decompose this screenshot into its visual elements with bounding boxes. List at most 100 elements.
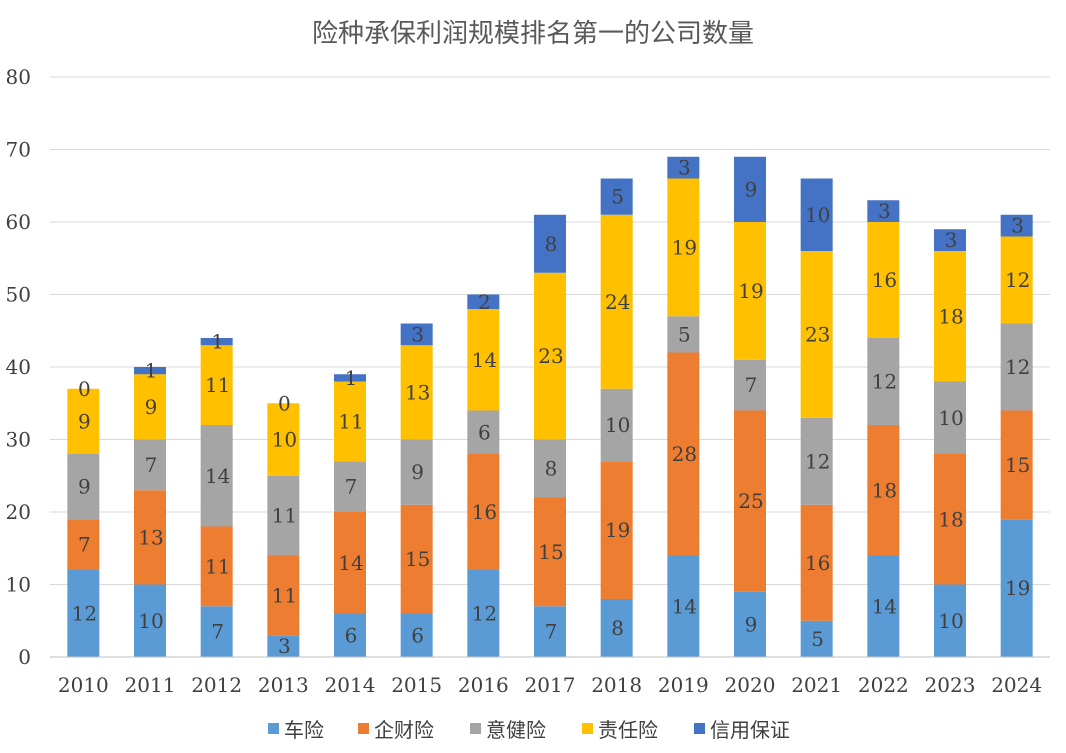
data-label: 12 [472, 602, 497, 626]
bar-segment [134, 490, 166, 585]
legend-swatch [268, 723, 279, 734]
bar-segment [467, 570, 500, 657]
bar-segment [334, 374, 366, 382]
data-label: 10 [138, 609, 163, 633]
data-label: 19 [738, 279, 763, 303]
bar-segment [467, 410, 500, 454]
bar-segment [667, 352, 700, 556]
y-tick-label: 80 [6, 65, 31, 89]
data-label: 5 [678, 322, 691, 346]
bar-segment [134, 367, 166, 375]
data-label: 8 [611, 616, 624, 640]
data-label: 18 [872, 478, 897, 502]
bar-segment [667, 178, 700, 317]
data-label: 5 [811, 627, 824, 651]
data-label: 10 [938, 406, 963, 430]
data-label: 14 [672, 594, 697, 618]
bar-segment [267, 635, 300, 657]
data-label: 2 [478, 290, 491, 314]
bar-segment [934, 584, 966, 657]
legend-swatch [582, 723, 593, 734]
data-label: 10 [805, 203, 830, 227]
legend-label: 车险 [284, 718, 324, 742]
data-label: 5 [611, 185, 624, 209]
data-label: 8 [545, 457, 558, 481]
data-label: 11 [272, 504, 297, 528]
x-tick-label: 2020 [725, 673, 776, 697]
bar-segment [734, 410, 766, 592]
data-label: 3 [678, 156, 691, 180]
bar-segment [334, 613, 366, 657]
data-label: 14 [472, 348, 497, 372]
bar-segment [400, 439, 433, 505]
bar-segment [400, 504, 433, 614]
bar-segment [67, 519, 100, 570]
data-label: 16 [805, 551, 830, 575]
bar-segment [400, 613, 433, 657]
data-label: 9 [78, 409, 91, 433]
legend-label: 责任险 [598, 718, 658, 742]
data-label: 16 [472, 500, 497, 524]
bar-segment [800, 251, 833, 418]
bar-segment [467, 294, 500, 309]
data-label: 10 [272, 428, 297, 452]
bar-segment [934, 229, 966, 251]
x-tick-label: 2024 [991, 673, 1042, 697]
data-label: 14 [338, 551, 363, 575]
legend-label: 意健险 [486, 718, 546, 742]
bar-segment [200, 526, 233, 607]
data-label: 1 [345, 366, 358, 390]
data-label: 15 [405, 547, 430, 571]
bar-segment [334, 461, 366, 512]
legend: 车险 企财险 意健险 责任险 信用保证 [268, 718, 790, 742]
data-label: 9 [145, 395, 158, 419]
data-label: 24 [605, 290, 630, 314]
bar-segment [667, 316, 700, 353]
data-label: 18 [938, 507, 963, 531]
data-label: 6 [411, 623, 424, 647]
y-tick-label: 50 [6, 283, 31, 307]
data-label: 11 [272, 583, 297, 607]
data-label: 23 [538, 344, 563, 368]
x-tick-label: 2015 [391, 673, 442, 697]
bar-segment [934, 251, 966, 382]
data-label: 9 [745, 612, 758, 636]
x-tick-label: 2014 [325, 673, 376, 697]
bar-segment [600, 388, 633, 462]
data-label: 13 [138, 525, 163, 549]
bar-segment [867, 338, 900, 425]
y-tick-label: 30 [6, 428, 31, 452]
data-label: 15 [1005, 453, 1030, 477]
bar-segment [1000, 410, 1033, 520]
x-tick-label: 2013 [258, 673, 309, 697]
data-label: 12 [1005, 355, 1030, 379]
bar-segment [534, 214, 566, 273]
x-tick-label: 2011 [125, 673, 176, 697]
data-label: 3 [878, 199, 891, 223]
bar-segment [1000, 214, 1033, 237]
bar-segment [400, 345, 433, 440]
data-label: 28 [672, 442, 697, 466]
data-label: 0 [78, 377, 91, 401]
data-label: 7 [545, 620, 558, 644]
data-label: 9 [78, 475, 91, 499]
data-label: 1 [145, 359, 158, 383]
bar-segment [334, 381, 366, 462]
y-tick-label: 60 [6, 210, 31, 234]
data-label: 7 [145, 453, 158, 477]
bar-segment [800, 178, 833, 251]
data-label: 3 [278, 634, 291, 658]
y-tick-label: 40 [6, 355, 31, 379]
data-label: 7 [211, 620, 224, 644]
data-label: 15 [538, 540, 563, 564]
bar-segment [600, 178, 633, 215]
bar-segment [67, 454, 100, 520]
data-label: 12 [872, 370, 897, 394]
bar-segment [800, 417, 833, 505]
data-label: 11 [205, 373, 230, 397]
bar-segment [200, 345, 233, 425]
data-label: 11 [338, 409, 363, 433]
bars [67, 156, 1033, 657]
x-tick-label: 2017 [525, 673, 576, 697]
